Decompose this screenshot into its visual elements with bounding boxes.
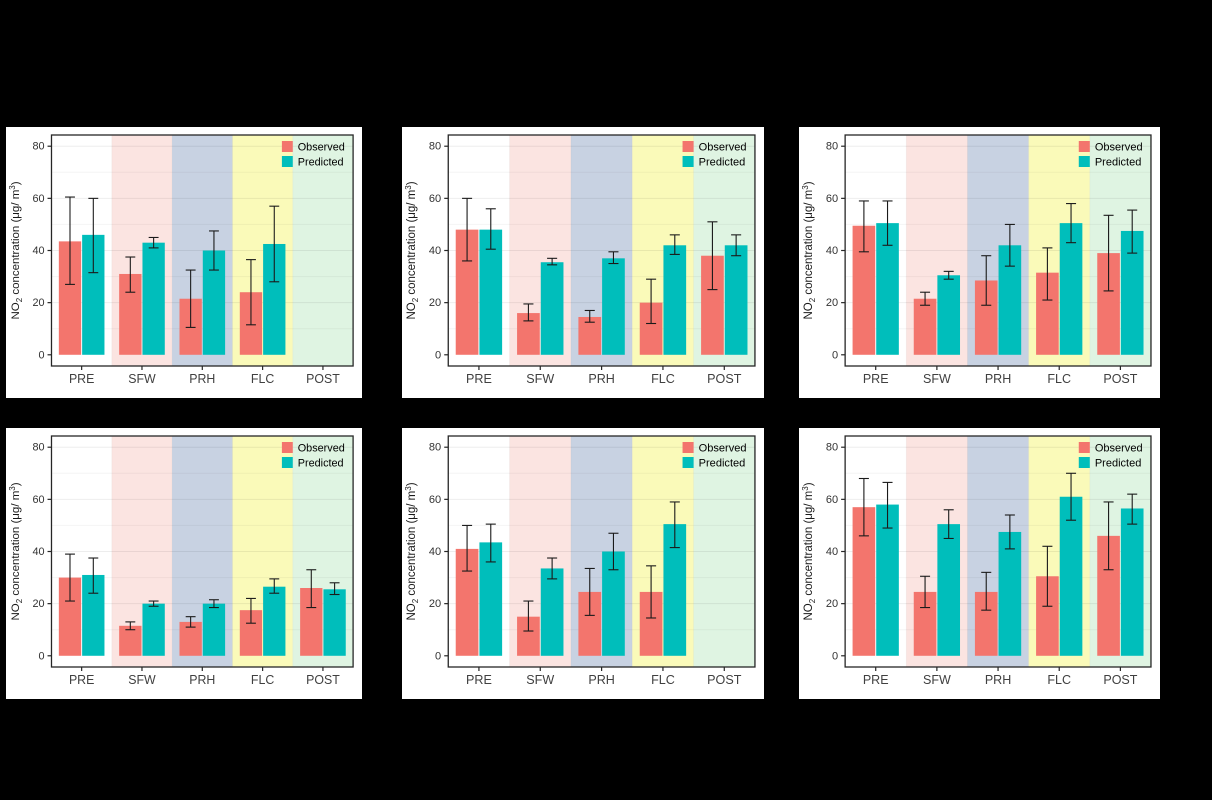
svg-text:PRE: PRE: [466, 673, 492, 687]
svg-text:POST: POST: [707, 372, 742, 386]
svg-text:20: 20: [32, 598, 44, 610]
svg-text:FLC: FLC: [1047, 372, 1071, 386]
svg-text:60: 60: [32, 494, 44, 506]
bar-chart-top-left: 0 20 40 60 80 PRE SFW PRH FLC POST NO2 concentrati…: [8, 134, 354, 386]
svg-text:FLC: FLC: [251, 372, 274, 386]
svg-text:NO2 concentration (μg/ m3): NO2 concentration (μg/ m3): [404, 181, 420, 319]
chart-panel-bottom-middle: 0 20 40 60 80 PRE SFW PRH FLC POST NO2 concentrati…: [402, 428, 764, 699]
svg-text:80: 80: [32, 442, 44, 454]
svg-text:40: 40: [826, 546, 838, 558]
svg-text:Observed: Observed: [298, 141, 345, 153]
svg-text:SFW: SFW: [526, 372, 554, 386]
bar-chart-bottom-left: 0 20 40 60 80 PRE SFW PRH FLC POST NO2 concentrati…: [8, 435, 354, 687]
svg-text:0: 0: [435, 650, 441, 662]
bar-chart-bottom-right: 0 20 40 60 80 PRE SFW PRH FLC POST NO2 concentrati…: [801, 435, 1152, 687]
svg-text:Observed: Observed: [298, 442, 345, 454]
svg-text:PRH: PRH: [985, 372, 1011, 386]
svg-text:FLC: FLC: [251, 673, 274, 687]
svg-text:NO2 concentration (μg/ m3): NO2 concentration (μg/ m3): [404, 482, 420, 620]
svg-text:POST: POST: [1103, 673, 1137, 687]
chart-panel-bottom-left: 0 20 40 60 80 PRE SFW PRH FLC POST NO2 concentrati…: [6, 428, 362, 699]
svg-text:20: 20: [826, 297, 838, 309]
svg-text:NO2 concentration (μg/ m3): NO2 concentration (μg/ m3): [801, 482, 817, 620]
svg-text:PRE: PRE: [466, 372, 492, 386]
svg-text:PRH: PRH: [985, 673, 1011, 687]
svg-text:0: 0: [832, 650, 838, 662]
svg-text:40: 40: [32, 546, 44, 558]
svg-text:FLC: FLC: [651, 372, 675, 386]
svg-text:40: 40: [826, 245, 838, 257]
svg-text:Predicted: Predicted: [699, 458, 746, 470]
svg-text:60: 60: [826, 193, 838, 205]
bar-chart-top-middle: 0 20 40 60 80 PRE SFW PRH FLC POST NO2 concentrati…: [404, 134, 756, 386]
svg-text:PRE: PRE: [863, 673, 889, 687]
svg-text:POST: POST: [707, 673, 742, 687]
bar-chart-bottom-middle: 0 20 40 60 80 PRE SFW PRH FLC POST NO2 concentrati…: [404, 435, 756, 687]
svg-text:POST: POST: [306, 372, 340, 386]
chart-panel-top-middle: 0 20 40 60 80 PRE SFW PRH FLC POST NO2 concentrati…: [402, 127, 764, 398]
svg-text:Predicted: Predicted: [1095, 458, 1142, 470]
svg-text:NO2 concentration (μg/ m3): NO2 concentration (μg/ m3): [801, 181, 817, 319]
svg-text:PRE: PRE: [69, 372, 94, 386]
svg-text:60: 60: [429, 193, 441, 205]
svg-text:80: 80: [429, 442, 441, 454]
svg-text:Observed: Observed: [699, 443, 747, 455]
svg-text:20: 20: [826, 598, 838, 610]
chart-panel-top-left: 0 20 40 60 80 PRE SFW PRH FLC POST NO2 concentrati…: [6, 127, 362, 398]
svg-text:0: 0: [832, 349, 838, 361]
svg-text:0: 0: [39, 349, 45, 361]
chart-panel-bottom-right: 0 20 40 60 80 PRE SFW PRH FLC POST NO2 concentrati…: [799, 428, 1160, 699]
svg-text:0: 0: [39, 650, 45, 662]
bar-chart-top-right: 0 20 40 60 80 PRE SFW PRH FLC POST NO2 concentrati…: [801, 134, 1152, 386]
svg-text:Observed: Observed: [1095, 443, 1143, 455]
svg-text:NO2 concentration (μg/ m3): NO2 concentration (μg/ m3): [8, 181, 24, 319]
svg-text:Predicted: Predicted: [1095, 157, 1142, 169]
svg-text:60: 60: [826, 494, 838, 506]
svg-text:Predicted: Predicted: [298, 457, 344, 469]
svg-text:Predicted: Predicted: [699, 157, 746, 169]
svg-text:SFW: SFW: [526, 673, 554, 687]
svg-text:60: 60: [429, 494, 441, 506]
svg-text:40: 40: [429, 546, 441, 558]
svg-text:POST: POST: [1103, 372, 1137, 386]
svg-text:PRE: PRE: [863, 372, 889, 386]
svg-text:PRH: PRH: [588, 372, 615, 386]
svg-text:Observed: Observed: [1095, 142, 1143, 154]
svg-text:80: 80: [826, 141, 838, 153]
svg-text:POST: POST: [306, 673, 340, 687]
svg-text:SFW: SFW: [923, 372, 951, 386]
svg-text:PRH: PRH: [189, 372, 215, 386]
svg-text:Observed: Observed: [699, 142, 747, 154]
svg-text:80: 80: [429, 141, 441, 153]
svg-text:40: 40: [32, 245, 44, 257]
svg-text:SFW: SFW: [128, 673, 156, 687]
svg-text:20: 20: [32, 297, 44, 309]
svg-text:60: 60: [32, 193, 44, 205]
svg-text:FLC: FLC: [1047, 673, 1071, 687]
svg-text:PRH: PRH: [189, 673, 215, 687]
svg-text:PRE: PRE: [69, 673, 94, 687]
svg-text:0: 0: [435, 349, 441, 361]
svg-text:80: 80: [826, 442, 838, 454]
svg-text:FLC: FLC: [651, 673, 675, 687]
chart-panel-top-right: 0 20 40 60 80 PRE SFW PRH FLC POST NO2 concentrati…: [799, 127, 1160, 398]
svg-text:NO2 concentration (μg/ m3): NO2 concentration (μg/ m3): [8, 482, 24, 620]
svg-text:20: 20: [429, 297, 441, 309]
svg-text:80: 80: [32, 141, 44, 153]
svg-text:20: 20: [429, 598, 441, 610]
svg-text:40: 40: [429, 245, 441, 257]
svg-text:SFW: SFW: [128, 372, 156, 386]
svg-text:PRH: PRH: [588, 673, 615, 687]
svg-text:Predicted: Predicted: [298, 156, 344, 168]
svg-text:SFW: SFW: [923, 673, 951, 687]
